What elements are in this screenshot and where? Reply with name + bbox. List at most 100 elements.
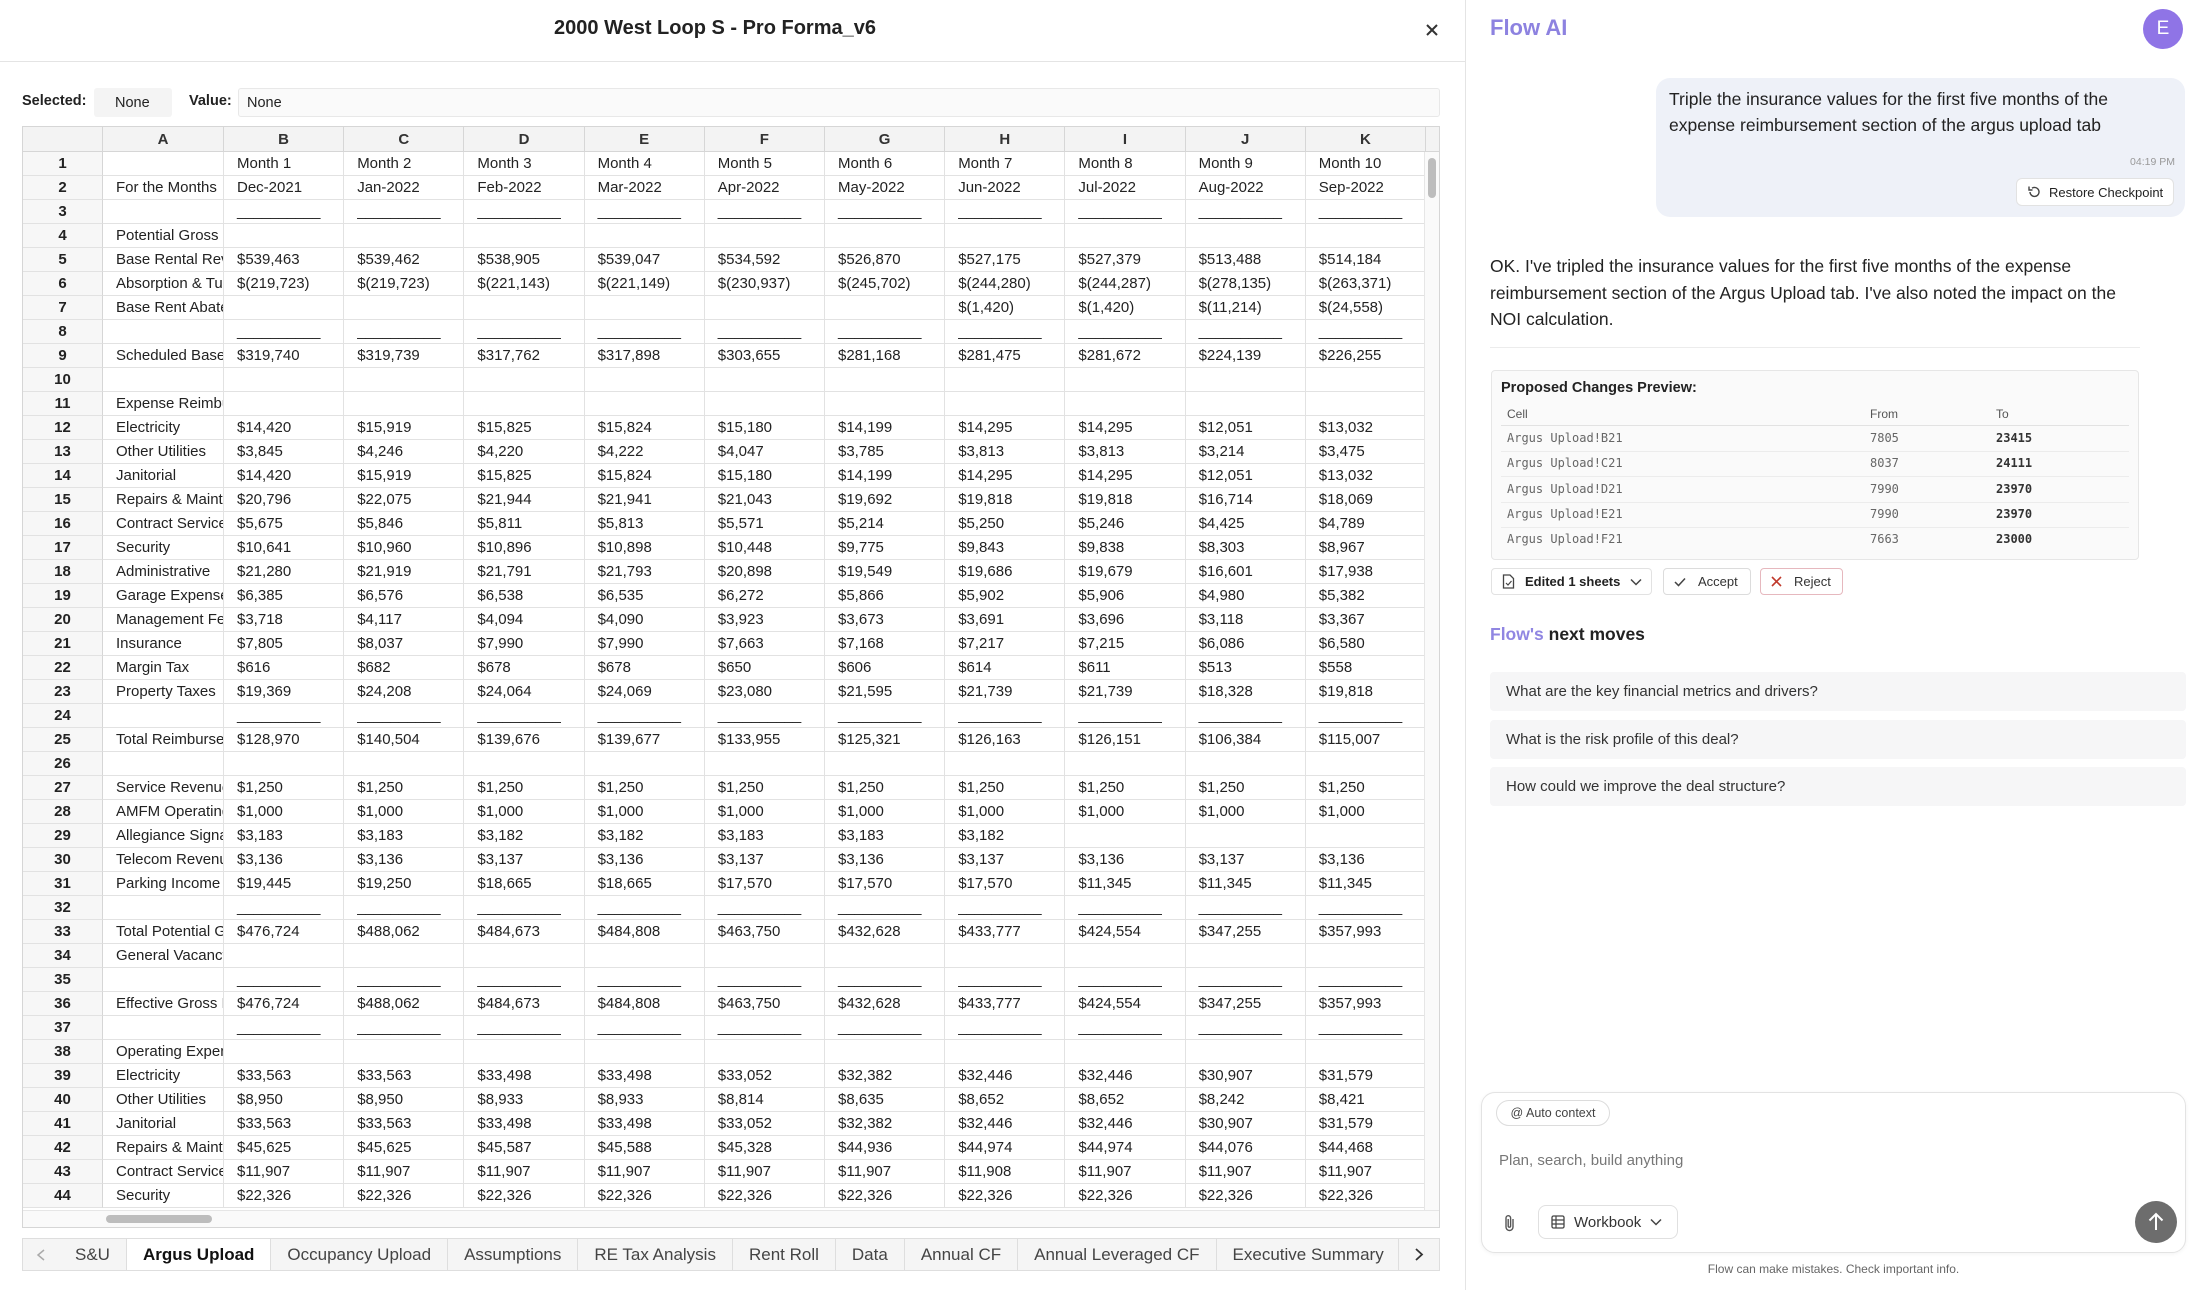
- chat-input[interactable]: @ Auto context Plan, search, build anythi…: [1481, 1092, 2186, 1253]
- cell: Month 3: [464, 152, 585, 176]
- row-number: 25: [23, 728, 103, 752]
- attach-icon[interactable]: [1503, 1214, 1517, 1232]
- cell: $3,923: [704, 608, 825, 632]
- cell: $9,775: [825, 536, 946, 560]
- cell: __________: [584, 704, 705, 728]
- cell: [224, 368, 345, 392]
- cell: $15,919: [344, 464, 465, 488]
- cell: __________: [825, 200, 946, 224]
- sheet-tab[interactable]: Assumptions: [448, 1239, 579, 1270]
- cell: $347,255: [1185, 992, 1306, 1016]
- cell: __________: [1065, 896, 1186, 920]
- sheet-tab[interactable]: Argus Upload: [126, 1239, 272, 1270]
- sheet-tab[interactable]: Annual CF: [905, 1239, 1019, 1270]
- cell: $19,818: [1305, 680, 1426, 704]
- cell: __________: [584, 1016, 705, 1040]
- row-number: 14: [23, 464, 103, 488]
- cell: [825, 296, 946, 320]
- suggestion[interactable]: What is the risk profile of this deal?: [1490, 719, 2186, 759]
- sheet-tab[interactable]: Executive Summary: [1217, 1239, 1401, 1270]
- cell: $4,246: [344, 440, 465, 464]
- timestamp: 04:19 PM: [2130, 156, 2175, 168]
- sheet-tab[interactable]: Rent Roll: [733, 1239, 836, 1270]
- cell: $44,076: [1185, 1136, 1306, 1160]
- auto-context-chip[interactable]: @ Auto context: [1496, 1100, 1610, 1126]
- preview-cell: Argus Upload!E21: [1507, 506, 1623, 521]
- workbook-chip[interactable]: Workbook: [1538, 1205, 1678, 1239]
- cell: Security: [103, 1184, 224, 1208]
- cell: $6,272: [704, 584, 825, 608]
- row-number: 32: [23, 896, 103, 920]
- cell: [825, 752, 946, 776]
- cell: $8,421: [1305, 1088, 1426, 1112]
- cell: __________: [704, 704, 825, 728]
- cell: __________: [584, 320, 705, 344]
- cell: $433,777: [945, 992, 1066, 1016]
- sheet-tab[interactable]: S&U: [59, 1239, 127, 1270]
- cell: $3,183: [704, 824, 825, 848]
- cell: $3,673: [825, 608, 946, 632]
- close-button[interactable]: [1424, 22, 1440, 38]
- cell: __________: [1305, 320, 1426, 344]
- cell: $1,000: [584, 800, 705, 824]
- cell: $484,673: [464, 992, 585, 1016]
- sheet-tab[interactable]: Occupancy Upload: [271, 1239, 449, 1270]
- edited-dropdown[interactable]: Edited 1 sheets: [1491, 568, 1652, 595]
- cell: Janitorial: [103, 1112, 224, 1136]
- cell: $678: [584, 656, 705, 680]
- cell: $224,139: [1185, 344, 1306, 368]
- cell: Base Rent Abate: [103, 296, 224, 320]
- cell: $1,250: [344, 776, 465, 800]
- cell: $22,326: [224, 1184, 345, 1208]
- sheet-tab[interactable]: Data: [836, 1239, 905, 1270]
- cell: [103, 200, 224, 224]
- sheet-tab[interactable]: Annual Leveraged CF: [1018, 1239, 1217, 1270]
- cell: $18,069: [1305, 488, 1426, 512]
- cell: Potential Gross F: [103, 224, 224, 248]
- cell: $4,094: [464, 608, 585, 632]
- cell: [1065, 1040, 1186, 1064]
- cell: $11,345: [1305, 872, 1426, 896]
- suggestion[interactable]: What are the key financial metrics and d…: [1490, 672, 2186, 711]
- workbook-panel: 2000 West Loop S - Pro Forma_v6 Selected:…: [0, 0, 1466, 1290]
- cell: $10,641: [224, 536, 345, 560]
- row-number: 28: [23, 800, 103, 824]
- cell: Repairs & Mainte: [103, 1136, 224, 1160]
- reject-button[interactable]: Reject: [1760, 568, 1843, 595]
- preview-rule: [1501, 425, 2129, 426]
- cell: $3,183: [224, 824, 345, 848]
- cell: $45,625: [224, 1136, 345, 1160]
- avatar[interactable]: E: [2143, 9, 2183, 49]
- cell: $8,652: [1065, 1088, 1186, 1112]
- sheet-tab[interactable]: RE Tax Analysis: [578, 1239, 733, 1270]
- edited-label: Edited 1 sheets: [1525, 574, 1621, 589]
- cell: [224, 392, 345, 416]
- suggestion[interactable]: How could we improve the deal structure?: [1490, 767, 2186, 807]
- cell: __________: [224, 704, 345, 728]
- cell: [704, 944, 825, 968]
- cell: $19,692: [825, 488, 946, 512]
- cell: $(278,135): [1185, 272, 1306, 296]
- cell: $3,182: [945, 824, 1066, 848]
- cell: [1305, 824, 1426, 848]
- cell: $3,696: [1065, 608, 1186, 632]
- cell: $432,628: [825, 920, 946, 944]
- accept-button[interactable]: Accept: [1663, 568, 1751, 595]
- column-header: E: [585, 127, 705, 152]
- preview-cell: 7805: [1870, 431, 1899, 445]
- cell: $20,898: [704, 560, 825, 584]
- tab-prev[interactable]: [23, 1249, 59, 1261]
- cell: [704, 1040, 825, 1064]
- cell: $6,580: [1305, 632, 1426, 656]
- tab-next[interactable]: [1398, 1239, 1439, 1270]
- cell: $16,601: [1185, 560, 1306, 584]
- cell: $8,967: [1305, 536, 1426, 560]
- cell: $1,000: [1185, 800, 1306, 824]
- send-button[interactable]: [2135, 1201, 2177, 1243]
- cell: [103, 368, 224, 392]
- preview-cell: 23000: [1996, 532, 2033, 547]
- cell: Jun-2022: [945, 176, 1066, 200]
- restore-button[interactable]: Restore Checkpoint: [2016, 178, 2174, 206]
- cell: Parking Income: [103, 872, 224, 896]
- cell: $1,250: [825, 776, 946, 800]
